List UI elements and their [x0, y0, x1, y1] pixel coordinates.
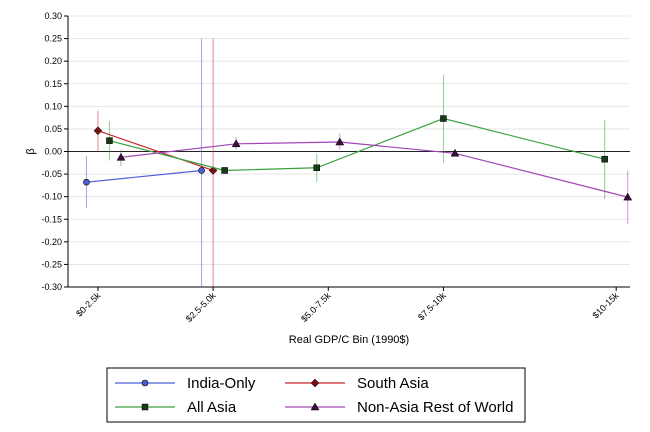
legend-box — [106, 367, 526, 423]
legend-marker — [310, 378, 320, 388]
data-point — [83, 178, 90, 186]
data-point — [335, 137, 345, 146]
y-tick-label: 0.10 — [44, 101, 62, 111]
legend-label: Non-Asia Rest of World — [357, 399, 513, 416]
data-point — [198, 167, 205, 174]
series-1 — [93, 38, 218, 287]
y-tick-label: 0.20 — [44, 56, 62, 66]
data-point — [93, 126, 103, 136]
y-tick-label: -0.10 — [41, 192, 62, 202]
data-point — [231, 139, 241, 148]
y-axis-title: β — [25, 148, 37, 154]
data-point — [313, 164, 321, 172]
legend-label: All Asia — [187, 399, 237, 416]
y-tick-label: -0.20 — [41, 237, 62, 247]
data-point — [623, 192, 633, 201]
data-point — [106, 137, 113, 144]
series-line — [86, 169, 202, 183]
series-3 — [116, 133, 633, 224]
legend-label: India-Only — [187, 375, 256, 392]
y-tick-label: -0.30 — [41, 282, 62, 292]
y-tick-label: 0.00 — [44, 147, 62, 157]
legend-marker — [310, 402, 320, 411]
y-tick-label: 0.15 — [44, 79, 62, 89]
data-point — [221, 167, 228, 174]
y-tick-label: 0.30 — [44, 11, 62, 21]
series-2 — [106, 74, 608, 199]
data-point — [450, 148, 460, 157]
series-line — [97, 130, 214, 172]
x-axis-title: Real GDP/C Bin (1990$) — [289, 334, 409, 346]
y-tick-label: 0.05 — [44, 124, 62, 134]
y-tick-label: 0.25 — [44, 34, 62, 44]
legend-marker — [141, 403, 149, 411]
series-0 — [83, 38, 205, 287]
y-tick-label: -0.25 — [41, 259, 62, 269]
legend-label: South Asia — [357, 375, 429, 392]
data-point — [440, 115, 447, 122]
y-tick-label: -0.15 — [41, 214, 62, 224]
legend-marker — [141, 379, 149, 387]
data-point — [601, 155, 608, 163]
y-tick-label: -0.05 — [41, 169, 62, 179]
data-point — [116, 152, 126, 161]
